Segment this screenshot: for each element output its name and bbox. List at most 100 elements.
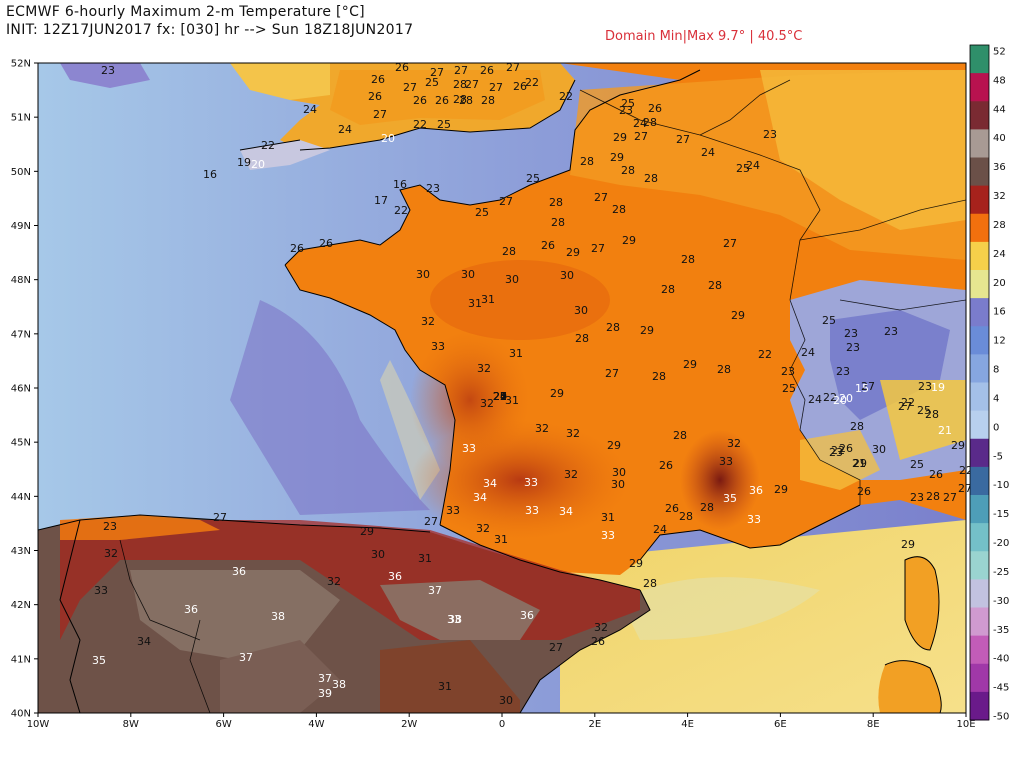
temperature-value: 33 <box>94 584 108 597</box>
temperature-value: 38 <box>271 610 285 623</box>
temperature-value: 30 <box>416 268 430 281</box>
temperature-value: 25 <box>782 382 796 395</box>
temperature-value: 23 <box>781 365 795 378</box>
colorbar-segment <box>970 551 989 580</box>
temperature-value: 30 <box>872 443 886 456</box>
colorbar-label: -50 <box>993 712 1009 723</box>
temperature-value: 26 <box>591 635 605 648</box>
colorbar-segment <box>970 157 989 187</box>
temperature-value: 22 <box>559 90 573 103</box>
colorbar-segment <box>970 495 989 524</box>
temperature-value: 27 <box>605 367 619 380</box>
temperature-value: 26 <box>435 94 449 107</box>
lat-tick-label: 46N <box>11 384 31 395</box>
temperature-value: 30 <box>574 304 588 317</box>
temperature-value: 21 <box>852 457 866 470</box>
temperature-value: 27 <box>676 133 690 146</box>
temperature-value: 22 <box>525 76 539 89</box>
temperature-value: 31 <box>505 394 519 407</box>
temperature-value: 29 <box>360 525 374 538</box>
lon-tick-label: 2W <box>401 719 417 730</box>
colorbar-label: 40 <box>993 133 1006 144</box>
temperature-value: 23 <box>910 491 924 504</box>
lat-tick-label: 42N <box>11 600 31 611</box>
colorbar-label: -45 <box>993 683 1009 694</box>
temperature-value: 31 <box>468 297 482 310</box>
temperature-value: 31 <box>494 533 508 546</box>
temperature-value: 24 <box>653 523 667 536</box>
colorbar-label: 16 <box>993 307 1006 318</box>
temperature-value: 36 <box>520 609 534 622</box>
temperature-value: 26 <box>648 102 662 115</box>
temperature-value: 27 <box>465 78 479 91</box>
lon-tick-label: 0 <box>499 719 505 730</box>
lon-tick-label: 6W <box>215 719 231 730</box>
colorbar-segment <box>970 579 989 608</box>
temperature-value: 21 <box>493 390 507 403</box>
lon-tick-label: 4W <box>308 719 324 730</box>
temperature-value: 33 <box>462 442 476 455</box>
temperature-value: 26 <box>541 239 555 252</box>
temperature-value: 28 <box>926 490 940 503</box>
temperature-value: 23 <box>846 341 860 354</box>
temperature-value: 39 <box>318 687 332 700</box>
colorbar-label: 32 <box>993 191 1006 202</box>
lat-tick-label: 44N <box>11 492 31 503</box>
temperature-value: 25 <box>910 458 924 471</box>
temperature-value: 27 <box>493 390 507 403</box>
temperature-value: 25 <box>425 76 439 89</box>
temperature-value: 27 <box>861 380 875 393</box>
temperature-value: 23 <box>836 365 850 378</box>
temperature-value: 28 <box>453 78 467 91</box>
temperature-value: 33 <box>601 529 615 542</box>
lat-tick-label: 47N <box>11 329 31 340</box>
temperature-value: 24 <box>808 393 822 406</box>
temperature-value: 26 <box>319 237 333 250</box>
temperature-value: 29 <box>640 324 654 337</box>
lon-tick-label: 8E <box>867 719 880 730</box>
temperature-value: 28 <box>644 172 658 185</box>
colorbar-segment <box>970 438 989 468</box>
temperature-value: 29 <box>622 234 636 247</box>
lat-tick-label: 45N <box>11 438 31 449</box>
lon-tick-label: 10E <box>956 719 975 730</box>
temperature-value: 28 <box>575 332 589 345</box>
temperature-value: 31 <box>601 511 615 524</box>
temperature-value: 26 <box>929 468 943 481</box>
temperature-value: 29 <box>610 151 624 164</box>
longitude-axis: 10W 8W 6W 4W 2W 0 2E 4E 6E 8E 10E <box>27 713 976 730</box>
temperature-value: 22 <box>823 391 837 404</box>
temperature-value: 23 <box>844 327 858 340</box>
temperature-value: 33 <box>446 504 460 517</box>
temperature-value: 22 <box>959 464 973 477</box>
temperature-value: 28 <box>679 510 693 523</box>
temperature-value: 27 <box>549 641 563 654</box>
lat-tick-label: 43N <box>11 546 31 557</box>
temperature-value: 30 <box>612 466 626 479</box>
temperature-value: 27 <box>958 482 972 495</box>
temperature-value: 24 <box>633 117 647 130</box>
temperature-value: 24 <box>801 346 815 359</box>
temperature-value: 28 <box>549 196 563 209</box>
temperature-value: 27 <box>454 64 468 77</box>
temperature-value: 30 <box>499 694 513 707</box>
colorbar-segment <box>970 298 989 327</box>
temperature-value: 28 <box>700 501 714 514</box>
temperature-value: 27 <box>499 195 513 208</box>
colorbar-label: 4 <box>993 393 999 404</box>
temperature-value: 29 <box>566 246 580 259</box>
temperature-value: 24 <box>701 146 715 159</box>
temperature-value: 16 <box>203 168 217 181</box>
temperature-value: 23 <box>918 380 932 393</box>
temperature-value: 26 <box>839 442 853 455</box>
temperature-value: 32 <box>476 522 490 535</box>
temperature-value: 22 <box>758 348 772 361</box>
temperature-value: 25 <box>736 162 750 175</box>
temperature-value: 33 <box>447 613 461 626</box>
temperature-value: 36 <box>388 570 402 583</box>
temperature-value: 23 <box>101 64 115 77</box>
temperature-value: 26 <box>480 64 494 77</box>
temperature-value: 25 <box>475 206 489 219</box>
